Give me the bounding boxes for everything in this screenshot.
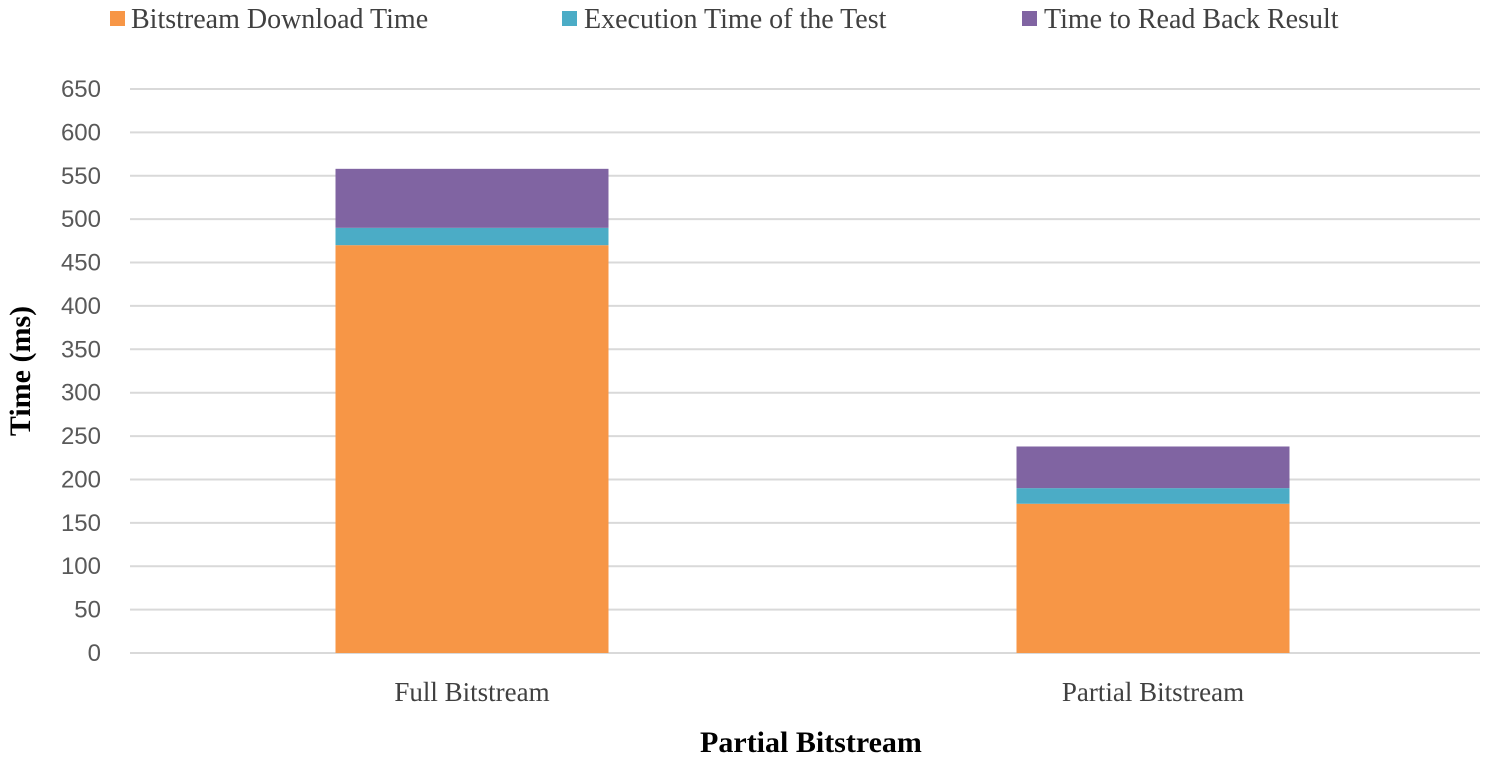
- y-tick-label-200: 200: [61, 466, 101, 493]
- y-tick-label-400: 400: [61, 293, 101, 320]
- bar-full-bitstream-bitstream-download-time: [335, 245, 609, 653]
- y-tick-label-250: 250: [61, 423, 101, 450]
- x-category-label-partial-bitstream: Partial Bitstream: [1062, 677, 1244, 707]
- y-tick-label-300: 300: [61, 380, 101, 407]
- x-axis-category-labels: Full Bitstream Partial Bitstream: [394, 677, 1244, 707]
- y-tick-label-350: 350: [61, 336, 101, 363]
- y-axis-title: Time (ms): [4, 306, 37, 436]
- y-tick-label-450: 450: [61, 250, 101, 277]
- bar-full-bitstream-execution-time-of-the-test: [335, 227, 609, 246]
- y-tick-label-550: 550: [61, 163, 101, 190]
- y-tick-label-500: 500: [61, 206, 101, 233]
- y-tick-label-150: 150: [61, 510, 101, 537]
- x-category-label-full-bitstream: Full Bitstream: [394, 677, 549, 707]
- legend-label-execution-time-of-the-test: Execution Time of the Test: [584, 4, 887, 35]
- legend-label-bitstream-download-time: Bitstream Download Time: [131, 4, 428, 35]
- legend-swatch-execution-time-of-the-test: [562, 11, 577, 26]
- bar-partial-bitstream-execution-time-of-the-test: [1016, 488, 1290, 504]
- legend-label-time-to-read-back-result: Time to Read Back Result: [1044, 4, 1339, 35]
- y-tick-label-600: 600: [61, 119, 101, 146]
- y-tick-label-50: 50: [74, 597, 101, 624]
- legend-swatch-bitstream-download-time: [110, 11, 125, 26]
- bar-partial-bitstream-bitstream-download-time: [1016, 503, 1290, 653]
- y-tick-label-650: 650: [61, 76, 101, 103]
- bar-partial-bitstream-time-to-read-back-result: [1016, 446, 1290, 489]
- bar-full-bitstream-time-to-read-back-result: [335, 168, 609, 228]
- legend: Bitstream Download Time Execution Time o…: [110, 4, 1339, 35]
- y-tick-label-100: 100: [61, 553, 101, 580]
- x-axis-title: Partial Bitstream: [700, 726, 922, 759]
- y-tick-label-0: 0: [88, 640, 101, 667]
- legend-swatch-time-to-read-back-result: [1022, 11, 1037, 26]
- y-axis-tick-labels: 0 50 100 150 200 250 300 350 400 450 500 550 600 650: [61, 76, 101, 667]
- bars: [335, 168, 1290, 653]
